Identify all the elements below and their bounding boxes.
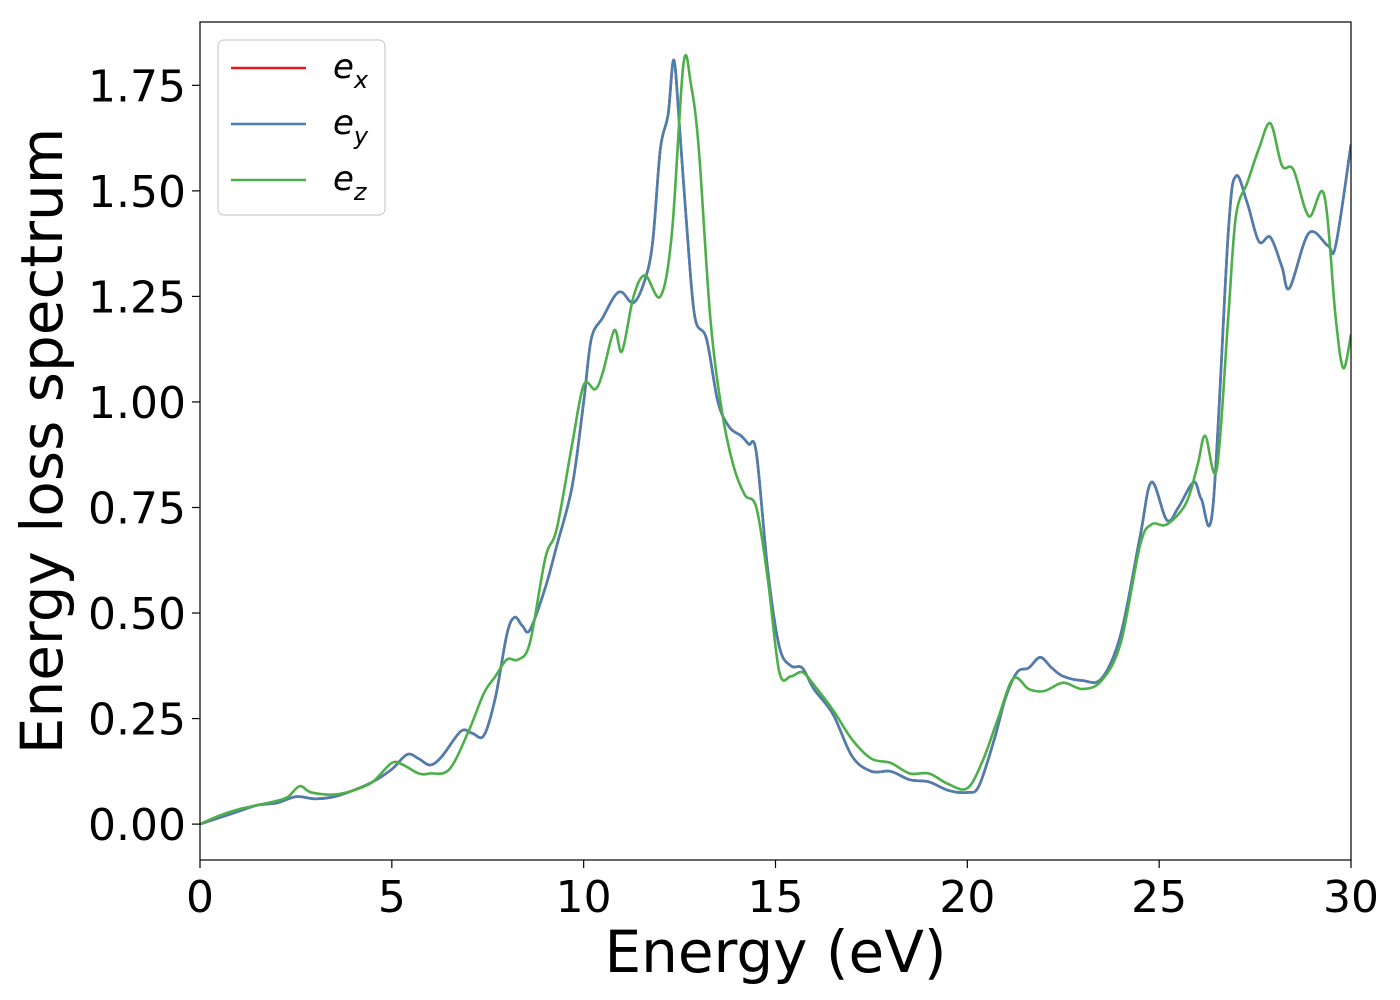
y-tick-label: 1.75: [88, 61, 186, 112]
x-axis-label: Energy (eV): [604, 918, 946, 986]
y-axis-label: Energy loss spectrum: [8, 128, 76, 754]
y-axis: 0.00 0.25 0.50 0.75 1.00 1.25 1.50 1.75: [88, 61, 200, 851]
legend-label-ez: ez: [333, 159, 368, 206]
y-tick-label: 0.50: [88, 589, 186, 640]
x-tick-label: 5: [378, 872, 406, 923]
x-tick-label: 10: [556, 872, 612, 923]
series-lines: [200, 54, 1351, 826]
x-tick-label: 0: [186, 872, 214, 923]
y-tick-label: 1.25: [88, 272, 186, 323]
y-tick-label: 0.25: [88, 695, 186, 746]
x-tick-label: 30: [1323, 872, 1379, 923]
y-tick-label: 1.50: [88, 167, 186, 218]
y-tick-label: 0.00: [88, 800, 186, 851]
x-axis: 0 5 10 15 20 25 30: [186, 860, 1379, 923]
x-tick-label: 25: [1131, 872, 1187, 923]
x-tick-label: 20: [939, 872, 995, 923]
series-line-ey: [200, 58, 1351, 826]
x-tick-label: 15: [748, 872, 804, 923]
legend-label-ey: ey: [333, 103, 369, 150]
series-line-ez: [200, 54, 1351, 826]
y-tick-label: 0.75: [88, 483, 186, 534]
legend-label-ex: ex: [333, 47, 369, 94]
legend-box: [217, 39, 386, 216]
legend: ex ey ez: [217, 39, 386, 216]
y-tick-label: 1.00: [88, 378, 186, 429]
